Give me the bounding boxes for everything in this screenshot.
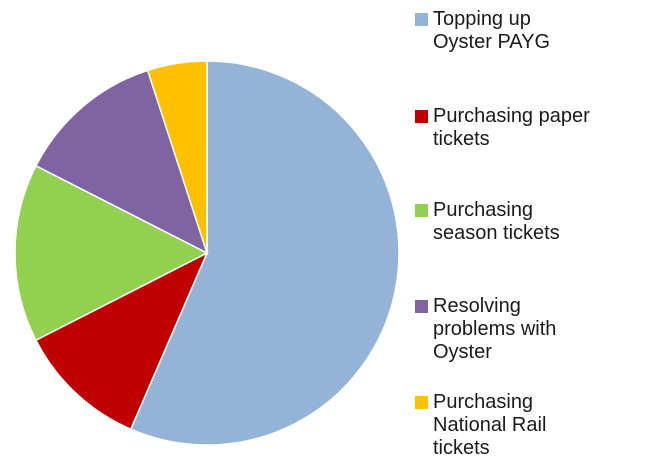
legend-label-1: Purchasing paper tickets (433, 105, 590, 150)
legend-swatch-3 (415, 300, 428, 313)
legend-label-4: Purchasing National Rail tickets (433, 391, 547, 459)
legend-label-3: Resolving problems with Oyster (433, 295, 557, 363)
legend-swatch-1 (415, 110, 428, 123)
chart-legend: Topping up Oyster PAYG Purchasing paper t… (410, 0, 662, 476)
legend-swatch-2 (415, 204, 428, 217)
pie-slice-1 (34, 251, 209, 431)
pie-slice-0 (129, 60, 400, 446)
legend-swatch-4 (415, 396, 428, 409)
legend-label-0: Topping up Oyster PAYG (433, 8, 551, 53)
legend-swatch-0 (415, 13, 428, 26)
pie-plot-area (14, 60, 400, 446)
pie-slice-3 (34, 69, 209, 255)
pie-slice-2 (14, 164, 209, 342)
pie-slice-4 (146, 60, 208, 254)
legend-label-2: Purchasing season tickets (433, 199, 560, 244)
